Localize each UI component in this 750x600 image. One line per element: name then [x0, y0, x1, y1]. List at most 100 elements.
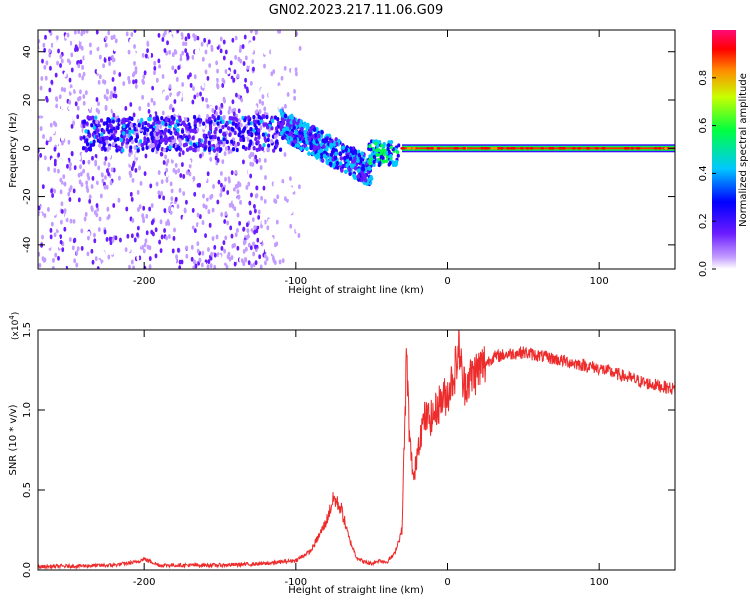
spectrogram-cell: [163, 48, 167, 53]
spectrogram-cell: [106, 206, 110, 212]
spectrogram-cell: [329, 152, 334, 158]
spectrogram-cell: [256, 224, 260, 230]
spectrogram-cell: [283, 152, 287, 157]
spectrogram-cell: [256, 89, 260, 95]
spectrogram-cell: [282, 216, 285, 222]
spectrogram-cell: [436, 146, 441, 150]
spectrogram-cell: [188, 171, 192, 177]
spectrogram-cell: [113, 213, 117, 219]
spectrogram-cell: [88, 42, 92, 48]
spectrogram-cell: [53, 210, 57, 216]
spectrogram-cell: [264, 205, 268, 211]
spectrogram-cell: [65, 265, 69, 269]
spectrogram-cell: [163, 208, 167, 213]
spectrogram-cell: [225, 120, 229, 126]
spectrogram-cell: [88, 133, 92, 138]
spectrogram-cell: [70, 150, 74, 156]
spectrogram-cell: [370, 152, 374, 157]
spectrogram-cell: [212, 121, 216, 127]
spectrogram-cell: [106, 226, 110, 232]
spectrogram-cell: [221, 119, 225, 125]
y-tick-label: 40: [22, 45, 33, 58]
spectrogram-cell: [159, 45, 163, 50]
spectrogram-cell: [351, 159, 355, 164]
spectrogram-cell: [173, 49, 177, 54]
spectrogram-cell: [194, 49, 198, 55]
spectrogram-cell: [292, 207, 295, 213]
spectrogram-cell: [169, 153, 173, 159]
spectrogram-cell: [254, 40, 258, 46]
spectrogram-cell: [129, 159, 132, 165]
spectrogram-cell: [368, 154, 372, 159]
spectrogram-cell: [227, 176, 231, 182]
spectrogram-cell: [107, 145, 112, 151]
spectrogram-cell: [243, 239, 247, 245]
spectrogram-cell: [60, 104, 64, 110]
spectrogram-cell: [268, 102, 271, 108]
spectrogram-cell: [242, 260, 246, 266]
spectrogram-cell: [160, 179, 164, 185]
spectrogram-cell: [198, 98, 202, 103]
spectrogram-cell: [160, 191, 163, 196]
spectrogram-cell: [251, 152, 255, 157]
spectrogram-cell: [158, 64, 161, 70]
spectrogram-cell: [136, 44, 140, 49]
spectrogram-cell: [281, 117, 285, 122]
spectrogram-cell: [194, 34, 198, 40]
spectrogram-cell: [244, 77, 248, 83]
spectrogram-cell: [426, 146, 431, 150]
spectrogram-cell: [142, 218, 146, 224]
spectrogram-cell: [341, 145, 346, 151]
spectrogram-cell: [95, 93, 98, 99]
spectrogram-cell: [215, 41, 219, 47]
spectrogram-cell: [248, 200, 252, 206]
spectrogram-cell: [187, 74, 190, 80]
spectrogram-cell: [99, 118, 104, 123]
spectrogram-cell: [166, 209, 170, 215]
spectrogram-cell: [177, 247, 180, 253]
spectrogram-cell: [247, 169, 251, 175]
spectrogram-cell: [279, 245, 283, 250]
spectrogram-cell: [86, 35, 90, 41]
spectrogram-cell: [213, 134, 217, 140]
spectrogram-cell: [217, 140, 221, 145]
spectrogram-cell: [183, 249, 186, 254]
spectrogram-cell: [193, 74, 197, 80]
spectrogram-cell: [184, 48, 188, 54]
spectrogram-cell: [247, 260, 251, 266]
spectrogram-cell: [52, 43, 56, 48]
spectrogram-cell: [210, 44, 214, 50]
spectrogram-cell: [224, 49, 228, 55]
spectrogram-cell: [261, 212, 264, 218]
spectrogram-cell: [258, 99, 262, 104]
spectrogram-cell: [320, 130, 324, 135]
spectrogram-cell: [267, 143, 271, 148]
spectrogram-cell: [155, 77, 159, 83]
spectrogram-cell: [289, 89, 293, 95]
spectrogram-cell: [271, 64, 275, 69]
spectrogram-cell: [81, 65, 85, 70]
spectrogram-cell: [299, 264, 303, 269]
spectrogram-cell: [85, 121, 89, 126]
spectrogram-cell: [291, 237, 295, 242]
spectrogram-cell: [295, 235, 298, 241]
spectrogram-cell: [307, 151, 311, 156]
spectrogram-cell: [173, 81, 177, 87]
spectrogram-cell: [237, 132, 241, 138]
spectrogram-cell: [241, 44, 245, 49]
spectrogram-cell: [159, 151, 163, 157]
spectrogram-cell: [251, 257, 255, 262]
spectrogram-cell: [86, 188, 90, 193]
spectrogram-cell: [212, 152, 216, 158]
spectrogram-cell: [162, 131, 167, 136]
spectrogram-cell: [296, 114, 300, 120]
spectrogram-cell: [274, 44, 277, 50]
spectrogram-cell: [108, 153, 112, 159]
spectrogram-cell: [125, 144, 129, 149]
spectrogram-cell: [178, 95, 182, 101]
spectrogram-cell: [212, 184, 215, 189]
spectrogram-cell: [38, 138, 41, 144]
spectrogram-cell: [228, 202, 232, 208]
spectrogram-cell: [91, 215, 95, 221]
spectrogram-cell: [249, 210, 252, 216]
